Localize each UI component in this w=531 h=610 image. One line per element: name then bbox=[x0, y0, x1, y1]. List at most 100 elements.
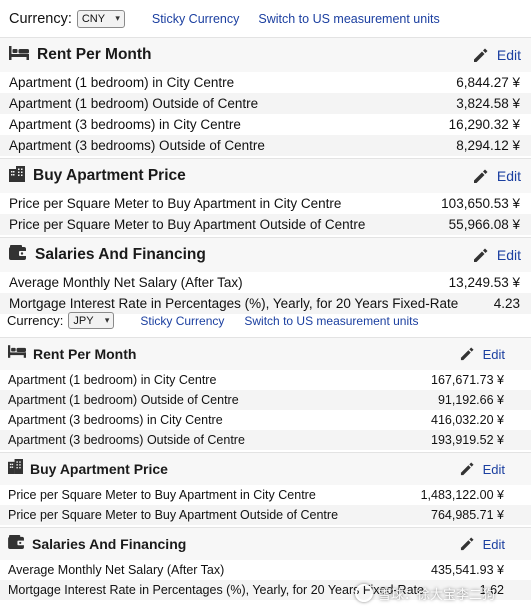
pencil-icon bbox=[460, 347, 474, 361]
edit-label: Edit bbox=[482, 346, 505, 362]
section-title: Buy Apartment Price bbox=[33, 167, 186, 184]
watermark: 雪球：徐大宝李二狗 bbox=[355, 580, 531, 606]
us-units-link[interactable]: Switch to US measurement units bbox=[244, 313, 419, 328]
edit-label: Edit bbox=[496, 47, 521, 63]
sticky-currency-link[interactable]: Sticky Currency bbox=[140, 313, 225, 328]
row-value: 193,919.52 ¥ bbox=[431, 433, 504, 447]
table-row: Mortgage Interest Rate in Percentages (%… bbox=[0, 293, 531, 314]
chevron-down-icon: ▾ bbox=[104, 315, 110, 325]
row-label: Apartment (1 bedroom) in City Centre bbox=[8, 373, 217, 387]
row-label: Average Monthly Net Salary (After Tax) bbox=[8, 563, 225, 577]
edit-button[interactable]: Edit bbox=[473, 47, 521, 63]
edit-label: Edit bbox=[496, 247, 521, 263]
table-row: Apartment (1 bedroom) Outside of Centre 9… bbox=[0, 390, 531, 410]
sticky-currency-link[interactable]: Sticky Currency bbox=[151, 11, 240, 26]
edit-label: Edit bbox=[482, 461, 505, 477]
section-title: Salaries And Financing bbox=[35, 246, 206, 263]
section-header-salaries: Salaries And Financing Edit bbox=[0, 237, 531, 272]
currency-label: Currency: bbox=[9, 10, 72, 27]
table-row: Apartment (3 bedrooms) Outside of Centre… bbox=[0, 135, 531, 156]
row-label: Apartment (3 bedrooms) Outside of Centre bbox=[9, 138, 265, 153]
row-value: 764,985.71 ¥ bbox=[431, 508, 504, 522]
row-label: Apartment (1 bedroom) Outside of Centre bbox=[9, 96, 259, 111]
table-row: Apartment (1 bedroom) Outside of Centre 3… bbox=[0, 93, 531, 114]
section-title: Rent Per Month bbox=[33, 346, 137, 362]
section-header-buy: Buy Apartment Price Edit bbox=[0, 158, 531, 193]
section-title: Buy Apartment Price bbox=[30, 461, 168, 477]
table-row: Price per Square Meter to Buy Apartment … bbox=[0, 214, 531, 235]
row-label: Apartment (1 bedroom) Outside of Centre bbox=[8, 393, 239, 407]
edit-button[interactable]: Edit bbox=[460, 347, 505, 362]
edit-label: Edit bbox=[482, 536, 505, 552]
row-value: 91,192.66 ¥ bbox=[437, 393, 504, 407]
table-row: Apartment (1 bedroom) in City Centre 167,… bbox=[0, 370, 531, 390]
row-value: 167,671.73 ¥ bbox=[431, 373, 504, 387]
currency-select-value: CNY bbox=[81, 12, 106, 25]
currency-bar: Currency: JPY ▾ Sticky Currency Switch t… bbox=[0, 307, 531, 334]
cost-panel-jpy: Currency: JPY ▾ Sticky Currency Switch t… bbox=[0, 307, 531, 600]
row-value: 3,824.58 ¥ bbox=[456, 96, 520, 111]
cost-panel-cny: Currency: CNY ▾ Sticky Currency Switch t… bbox=[0, 0, 531, 314]
wallet-icon bbox=[9, 245, 27, 265]
edit-button[interactable]: Edit bbox=[460, 537, 505, 552]
edit-button[interactable]: Edit bbox=[473, 168, 521, 184]
wallet-icon bbox=[8, 534, 25, 554]
row-label: Apartment (3 bedrooms) in City Centre bbox=[9, 117, 241, 132]
row-label: Apartment (3 bedrooms) in City Centre bbox=[8, 413, 223, 427]
row-value: 4.23 bbox=[493, 296, 520, 311]
row-label: Apartment (1 bedroom) in City Centre bbox=[9, 75, 235, 90]
building-icon bbox=[8, 459, 23, 479]
row-label: Mortgage Interest Rate in Percentages (%… bbox=[8, 583, 424, 597]
pencil-icon bbox=[460, 462, 474, 476]
section-header-rent: Rent Per Month Edit bbox=[0, 37, 531, 72]
row-value: 1.62 bbox=[479, 583, 504, 597]
currency-label: Currency: bbox=[7, 313, 64, 328]
snowball-logo-icon bbox=[355, 584, 373, 602]
row-label: Mortgage Interest Rate in Percentages (%… bbox=[9, 296, 459, 311]
us-units-link[interactable]: Switch to US measurement units bbox=[258, 11, 440, 26]
bed-icon bbox=[9, 45, 29, 65]
row-value: 13,249.53 ¥ bbox=[448, 275, 520, 290]
table-row: Average Monthly Net Salary (After Tax) 13… bbox=[0, 272, 531, 293]
row-label: Price per Square Meter to Buy Apartment … bbox=[9, 196, 342, 211]
section-header-rent: Rent Per Month Edit bbox=[0, 337, 531, 370]
table-row: Price per Square Meter to Buy Apartment … bbox=[0, 485, 531, 505]
table-row: Mortgage Interest Rate in Percentages (%… bbox=[0, 580, 531, 600]
row-label: Price per Square Meter to Buy Apartment … bbox=[8, 488, 316, 502]
edit-button[interactable]: Edit bbox=[473, 247, 521, 263]
currency-select[interactable]: JPY ▾ bbox=[68, 312, 115, 329]
table-row: Price per Square Meter to Buy Apartment … bbox=[0, 193, 531, 214]
row-label: Price per Square Meter to Buy Apartment … bbox=[8, 508, 339, 522]
row-label: Average Monthly Net Salary (After Tax) bbox=[9, 275, 243, 290]
currency-bar: Currency: CNY ▾ Sticky Currency Switch t… bbox=[0, 0, 531, 37]
edit-button[interactable]: Edit bbox=[460, 462, 505, 477]
currency-select[interactable]: CNY ▾ bbox=[76, 9, 125, 28]
watermark-text: 雪球：徐大宝李二狗 bbox=[378, 586, 496, 602]
row-value: 55,966.08 ¥ bbox=[448, 217, 520, 232]
pencil-icon bbox=[473, 48, 488, 62]
table-row: Average Monthly Net Salary (After Tax) 43… bbox=[0, 560, 531, 580]
row-value: 103,650.53 ¥ bbox=[441, 196, 520, 211]
bed-icon bbox=[8, 345, 26, 363]
row-value: 435,541.93 ¥ bbox=[431, 563, 504, 577]
section-header-salaries: Salaries And Financing Edit bbox=[0, 527, 531, 560]
currency-select-value: JPY bbox=[73, 314, 94, 327]
row-label: Apartment (3 bedrooms) Outside of Centre bbox=[8, 433, 245, 447]
row-value: 8,294.12 ¥ bbox=[456, 138, 520, 153]
building-icon bbox=[9, 165, 25, 187]
section-header-buy: Buy Apartment Price Edit bbox=[0, 452, 531, 485]
row-value: 1,483,122.00 ¥ bbox=[420, 488, 504, 502]
row-value: 6,844.27 ¥ bbox=[456, 75, 520, 90]
edit-label: Edit bbox=[496, 168, 521, 184]
section-title: Salaries And Financing bbox=[32, 536, 187, 552]
chevron-down-icon: ▾ bbox=[115, 13, 120, 23]
table-row: Apartment (3 bedrooms) in City Centre 416… bbox=[0, 410, 531, 430]
row-value: 16,290.32 ¥ bbox=[448, 117, 520, 132]
row-label: Price per Square Meter to Buy Apartment … bbox=[9, 217, 366, 232]
row-value: 416,032.20 ¥ bbox=[431, 413, 504, 427]
table-row: Price per Square Meter to Buy Apartment … bbox=[0, 505, 531, 525]
pencil-icon bbox=[473, 169, 488, 183]
pencil-icon bbox=[460, 537, 474, 551]
section-title: Rent Per Month bbox=[37, 46, 152, 63]
table-row: Apartment (1 bedroom) in City Centre 6,84… bbox=[0, 72, 531, 93]
